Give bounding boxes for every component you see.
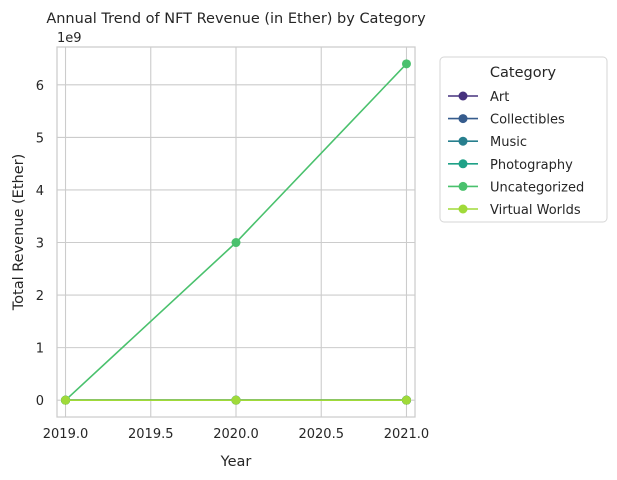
x-tick-label: 2019.0 bbox=[43, 427, 89, 442]
x-tick-label: 2021.0 bbox=[384, 427, 430, 442]
legend-marker-music bbox=[458, 136, 468, 146]
y-tick-label: 0 bbox=[36, 394, 44, 409]
legend-marker-art bbox=[458, 91, 468, 101]
chart-title: Annual Trend of NFT Revenue (in Ether) b… bbox=[46, 11, 426, 27]
data-point-virtual-worlds bbox=[61, 395, 71, 405]
y-tick-label: 4 bbox=[36, 184, 44, 199]
y-tick-label: 3 bbox=[36, 237, 44, 252]
legend-box bbox=[439, 56, 608, 223]
legend-items: Art Collectibles Music Photography Uncategor… bbox=[448, 90, 584, 218]
data-point-virtual-worlds bbox=[231, 395, 241, 405]
y-axis-label: Total Revenue (Ether) bbox=[11, 154, 27, 311]
ticks: 2019.0 2019.5 2020.0 2020.5 2021.0 0 1 2 3 4 5 6 bbox=[36, 79, 430, 442]
legend-label-art: Art bbox=[490, 90, 509, 105]
data-point-uncategorized bbox=[401, 59, 411, 69]
y-tick-label: 1 bbox=[36, 342, 44, 357]
x-axis-label: Year bbox=[220, 454, 252, 470]
legend-title: Category bbox=[490, 65, 557, 81]
legend-label-photography: Photography bbox=[490, 158, 573, 173]
legend-marker-photography bbox=[458, 159, 468, 169]
series-layer bbox=[61, 59, 411, 405]
x-tick-label: 2020.0 bbox=[213, 427, 259, 442]
legend-marker-uncategorized bbox=[458, 181, 468, 191]
x-tick-label: 2019.5 bbox=[128, 427, 174, 442]
x-tick-label: 2020.5 bbox=[298, 427, 344, 442]
legend-marker-virtual-worlds bbox=[458, 204, 468, 214]
legend-label-uncategorized: Uncategorized bbox=[490, 180, 584, 195]
legend-marker-collectibles bbox=[458, 114, 468, 124]
y-offset-label: 1e9 bbox=[57, 31, 82, 46]
y-tick-label: 2 bbox=[36, 289, 44, 304]
legend-label-music: Music bbox=[490, 135, 527, 150]
legend: Category Art Collectibles Music Photography… bbox=[439, 56, 608, 223]
y-tick-label: 5 bbox=[36, 131, 44, 146]
data-point-virtual-worlds bbox=[401, 395, 411, 405]
legend-label-collectibles: Collectibles bbox=[490, 113, 565, 128]
y-tick-label: 6 bbox=[36, 79, 44, 94]
legend-label-virtual-worlds: Virtual Worlds bbox=[490, 203, 581, 218]
data-point-uncategorized bbox=[231, 238, 241, 248]
